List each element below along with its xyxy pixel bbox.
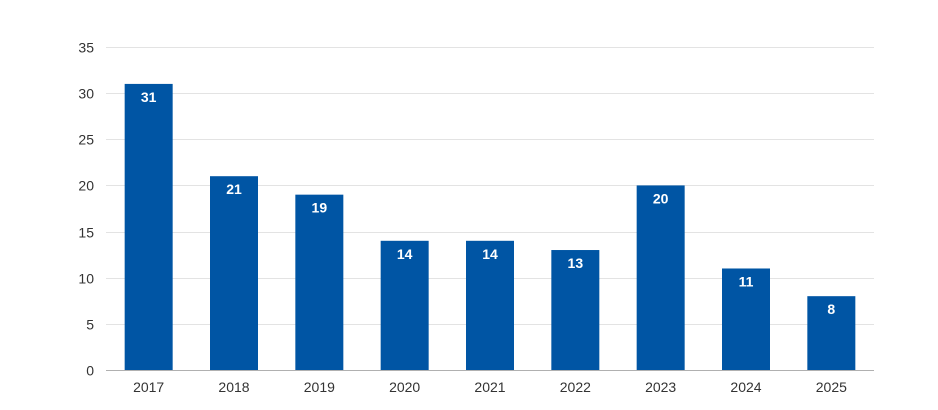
bar-2025: [807, 296, 856, 370]
data-label-2021: 14: [482, 246, 498, 262]
data-label-2018: 21: [226, 181, 242, 197]
data-label-2023: 20: [653, 190, 669, 206]
bar-2018: [210, 176, 258, 370]
x-tick-label: 2021: [474, 379, 505, 395]
x-tick-label: 2025: [816, 379, 847, 395]
x-axis: 2017 2018 2019 2020 2021 2022 2023 2024 2025: [106, 370, 874, 395]
bar-2020: [380, 240, 429, 370]
y-tick-label: 35: [78, 40, 94, 56]
bar-2021: [466, 240, 514, 370]
data-label-2020: 14: [397, 246, 413, 262]
y-tick-label: 0: [86, 363, 94, 379]
y-tick-label: 10: [78, 271, 94, 287]
x-tick-label: 2018: [218, 379, 249, 395]
data-label-2017: 31: [141, 89, 157, 105]
y-tick-label: 20: [78, 178, 94, 194]
y-tick-label: 25: [78, 132, 94, 148]
x-tick-label: 2024: [730, 379, 761, 395]
x-tick-label: 2019: [304, 379, 335, 395]
data-label-2019: 19: [312, 200, 328, 216]
data-label-2022: 13: [568, 255, 584, 271]
y-tick-label: 30: [78, 86, 94, 102]
bar-2023: [636, 185, 685, 370]
bar-2019: [295, 194, 344, 370]
bar-2022: [551, 250, 600, 370]
x-tick-label: 2020: [389, 379, 420, 395]
x-tick-label: 2017: [133, 379, 164, 395]
bars: [124, 83, 856, 371]
x-tick-label: 2022: [560, 379, 591, 395]
y-tick-label: 15: [78, 225, 94, 241]
y-axis: 0 5 10 15 20 25 30 35: [78, 40, 94, 379]
bar-2024: [722, 268, 770, 370]
bar-2017: [124, 83, 173, 371]
y-tick-label: 5: [86, 317, 94, 333]
data-label-2024: 11: [739, 273, 754, 289]
data-label-2025: 8: [827, 301, 835, 317]
data-labels: 31 21 19 14 14 13 20 11 8: [141, 89, 836, 317]
x-tick-label: 2023: [645, 379, 676, 395]
